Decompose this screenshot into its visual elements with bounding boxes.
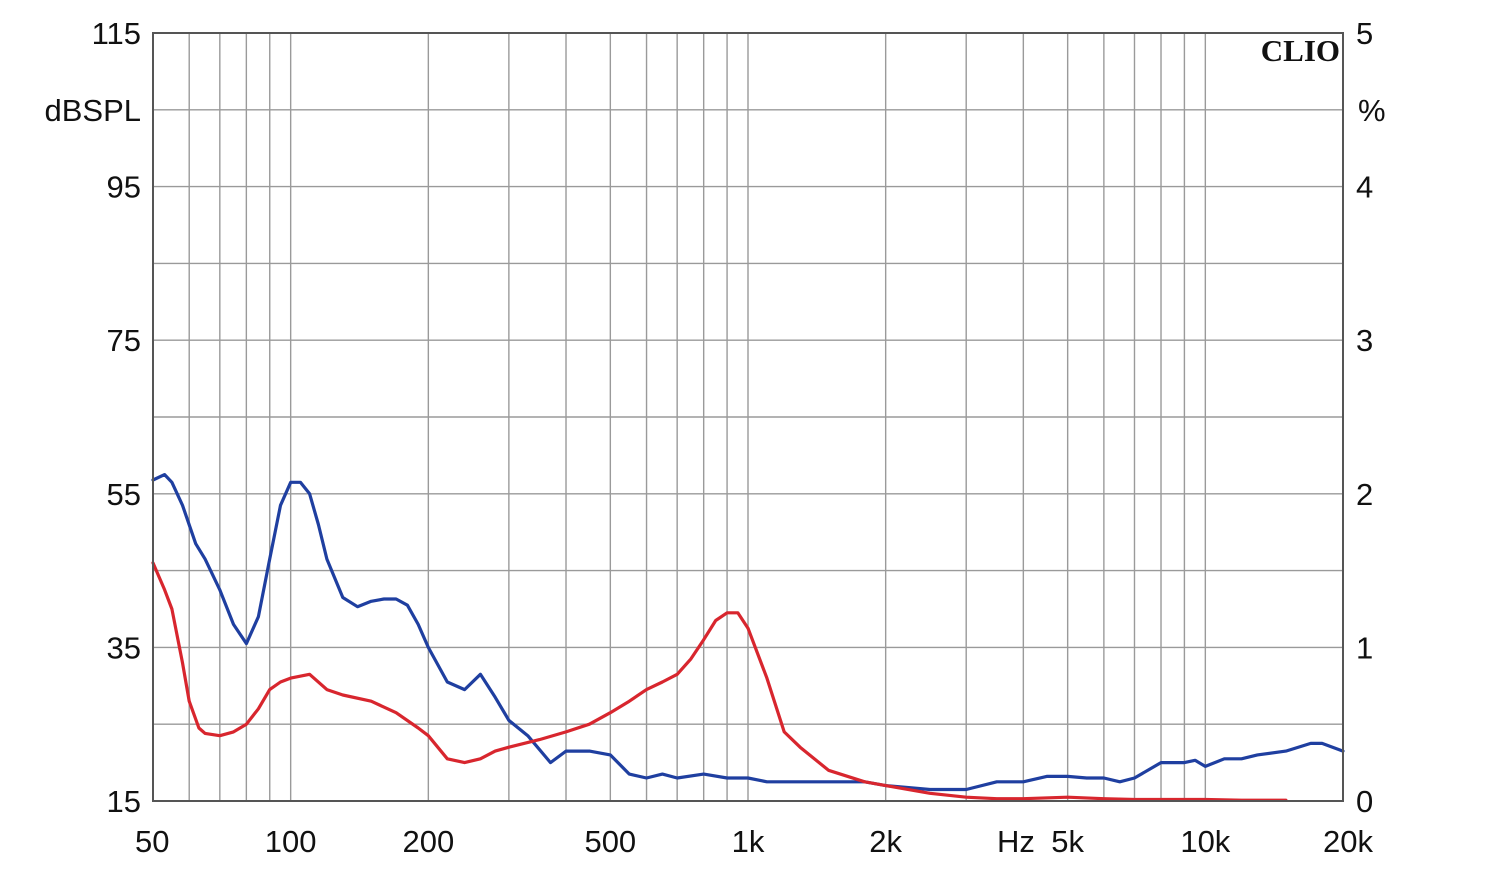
left-axis-tick-label: 55 bbox=[107, 477, 141, 512]
x-axis-tick-label: 2k bbox=[869, 824, 902, 859]
grid bbox=[153, 33, 1343, 801]
right-axis-tick-label: 5 bbox=[1356, 16, 1373, 51]
right-axis-unit: % bbox=[1358, 93, 1386, 128]
left-axis-unit: dBSPL bbox=[44, 93, 141, 128]
right-axis-tick-label: 4 bbox=[1356, 170, 1373, 205]
series-line-1 bbox=[151, 473, 1345, 792]
right-axis-tick-label: 2 bbox=[1356, 477, 1373, 512]
left-axis-tick-label: 15 bbox=[107, 784, 141, 819]
left-axis-tick-label: 95 bbox=[107, 170, 141, 205]
x-axis-tick-label: 50 bbox=[135, 824, 169, 859]
right-axis-tick-label: 0 bbox=[1356, 784, 1373, 819]
left-axis-tick-label: 115 bbox=[92, 16, 141, 51]
x-axis-tick-label: 20k bbox=[1323, 824, 1373, 859]
axis-labels: 15 35 55 75 95 115 0 1 2 3 4 5 50 100 200 500 1k 2k 5k 10k 2… bbox=[92, 16, 1374, 859]
x-axis-unit: Hz bbox=[997, 824, 1035, 859]
series-line-2 bbox=[151, 561, 1288, 802]
series-layer bbox=[151, 473, 1345, 802]
plot-frame bbox=[152, 32, 1344, 802]
x-axis-tick-label: 10k bbox=[1180, 824, 1230, 859]
right-axis-tick-label: 1 bbox=[1356, 630, 1373, 665]
right-axis-tick-label: 3 bbox=[1356, 323, 1373, 358]
brand-label: CLIO bbox=[1261, 33, 1340, 68]
x-axis-tick-label: 200 bbox=[402, 824, 454, 859]
x-axis-tick-label: 1k bbox=[732, 824, 765, 859]
x-axis-tick-label: 100 bbox=[265, 824, 317, 859]
x-axis-tick-label: 5k bbox=[1051, 824, 1084, 859]
left-axis-tick-label: 75 bbox=[107, 323, 141, 358]
left-axis-tick-label: 35 bbox=[107, 630, 141, 665]
x-axis-tick-label: 500 bbox=[584, 824, 636, 859]
